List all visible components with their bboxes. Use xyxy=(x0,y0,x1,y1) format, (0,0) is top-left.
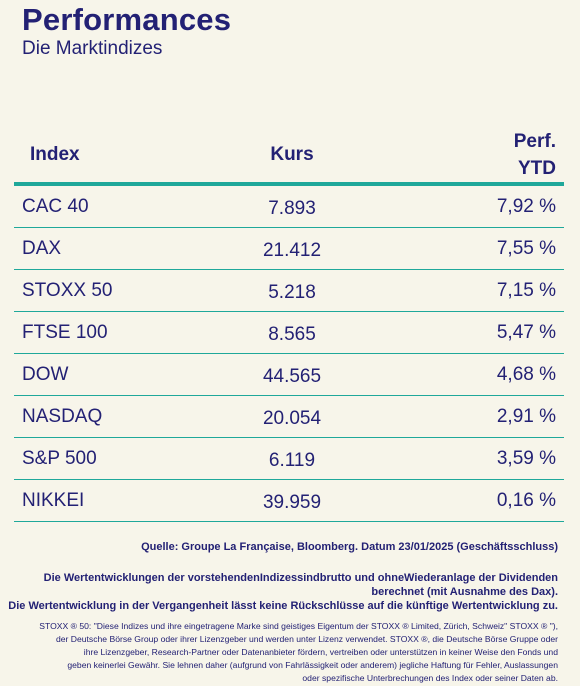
index-kurs: 5.218 xyxy=(268,282,316,303)
table-row: DAX 21.412 7,55 % xyxy=(14,228,564,270)
index-kurs: 21.412 xyxy=(262,240,322,261)
index-perf: 0,16 % xyxy=(496,490,556,511)
table-row: CAC 40 7.893 7,92 % xyxy=(14,186,564,228)
index-kurs: 39.959 xyxy=(262,492,322,513)
table-row: S&P 500 6.119 3,59 % xyxy=(14,438,564,480)
index-kurs: 6.119 xyxy=(268,450,316,471)
column-header-index: Index xyxy=(30,144,80,165)
legal-line: STOXX ® 50: "Diese Indizes und ihre eing… xyxy=(39,621,558,631)
index-perf: 7,92 % xyxy=(496,196,556,217)
index-kurs: 7.893 xyxy=(268,198,316,219)
legal-notice: STOXX ® 50: "Diese Indizes und ihre eing… xyxy=(14,620,558,685)
page-subtitle: Die Marktindizes xyxy=(22,38,163,59)
index-name: CAC 40 xyxy=(22,196,89,217)
legal-line: ihre Lizenzgeber, Research-Partner oder … xyxy=(83,647,558,657)
disclaimer-line: Die Wertentwicklung in der Vergangenheit… xyxy=(8,600,558,612)
legal-line: der Deutsche Börse Group oder ihrer Lize… xyxy=(55,634,558,644)
performance-disclaimer: Die Wertentwicklungen der vorstehendenIn… xyxy=(0,571,558,613)
disclaimer-line: berechnet (mit Ausnahme des Dax). xyxy=(371,586,558,598)
index-name: DAX xyxy=(22,238,62,259)
index-name: NIKKEI xyxy=(22,490,85,511)
index-table: Index Kurs Perf. YTD CAC 40 7.893 7,92 %… xyxy=(14,128,564,522)
index-kurs: 44.565 xyxy=(262,366,322,387)
index-perf: 3,59 % xyxy=(496,448,556,469)
table-row: DOW 44.565 4,68 % xyxy=(14,354,564,396)
index-perf: 7,15 % xyxy=(496,280,556,301)
column-header-perf: Perf. YTD xyxy=(514,128,556,182)
index-name: S&P 500 xyxy=(22,448,97,469)
table-header: Index Kurs Perf. YTD xyxy=(14,128,564,186)
index-perf: 4,68 % xyxy=(496,364,556,385)
legal-line: geben keinerlei Gewähr. Sie lehnen daher… xyxy=(67,660,558,670)
source-note: Quelle: Groupe La Française, Bloomberg. … xyxy=(141,541,558,553)
legal-line: oder spezifische Unterbrechungen des Ind… xyxy=(302,673,558,683)
index-perf: 2,91 % xyxy=(496,406,556,427)
index-name: STOXX 50 xyxy=(22,280,113,301)
column-header-perf-line2: YTD xyxy=(518,158,556,179)
index-name: NASDAQ xyxy=(22,406,103,427)
index-kurs: 8.565 xyxy=(268,324,316,345)
index-name: FTSE 100 xyxy=(22,322,108,343)
index-kurs: 20.054 xyxy=(262,408,322,429)
table-row: NIKKEI 39.959 0,16 % xyxy=(14,480,564,522)
column-header-kurs: Kurs xyxy=(270,144,314,165)
index-perf: 5,47 % xyxy=(496,322,556,343)
index-name: DOW xyxy=(22,364,69,385)
column-header-perf-line1: Perf. xyxy=(513,131,556,152)
disclaimer-line: Die Wertentwicklungen der vorstehendenIn… xyxy=(43,572,558,584)
page-title: Performances xyxy=(22,2,232,37)
index-perf: 7,55 % xyxy=(496,238,556,259)
table-row: NASDAQ 20.054 2,91 % xyxy=(14,396,564,438)
table-row: STOXX 50 5.218 7,15 % xyxy=(14,270,564,312)
table-row: FTSE 100 8.565 5,47 % xyxy=(14,312,564,354)
